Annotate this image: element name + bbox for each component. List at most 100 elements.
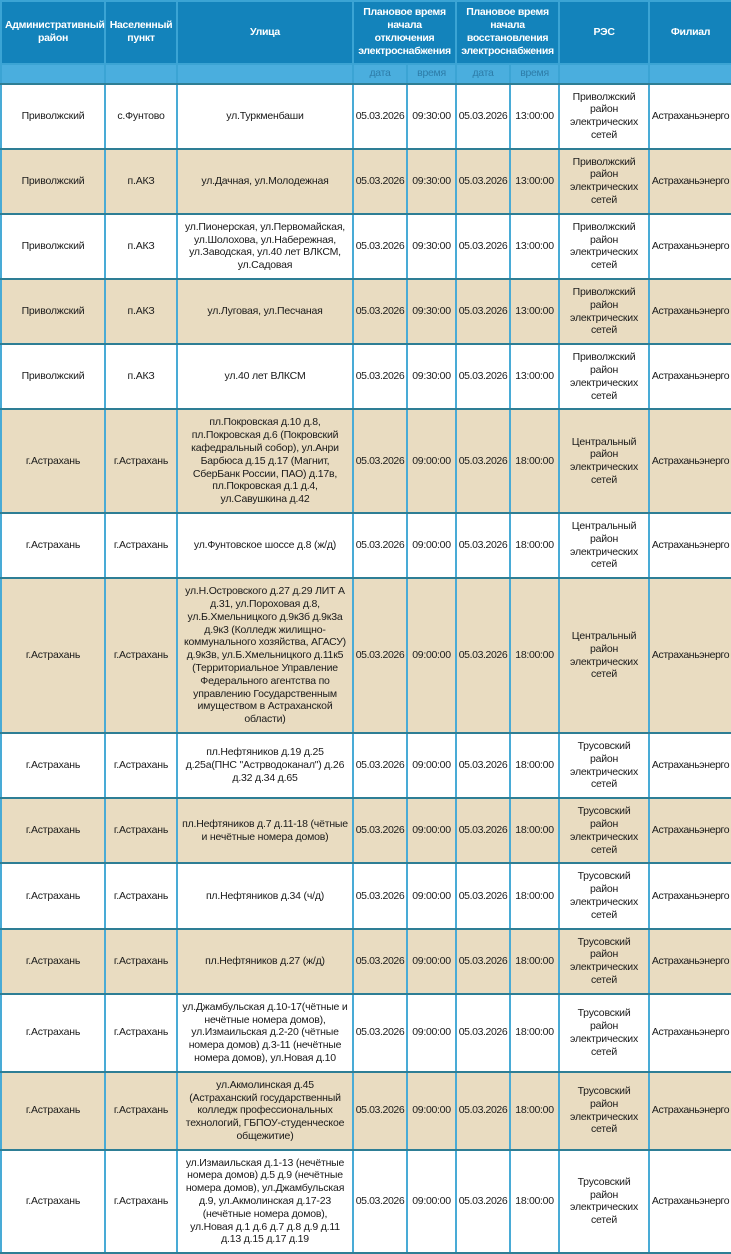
subheader-empty [104,63,178,85]
cell-off-time: 09:30:00 [405,278,458,346]
cell-settlement: с.Фунтово [104,82,178,150]
table-row: г.Астрахань г.Астрахань пл.Покровская д.10… [0,408,731,515]
cell-street: ул.Луговая, ул.Песчаная [176,278,354,346]
cell-res: Приволжский район электрических сетей [558,212,651,281]
table-row: г.Астрахань г.Астрахань пл.Нефтяников д.19… [0,731,731,800]
cell-res: Трусовский район электрических сетей [558,862,651,930]
table-row: Приволжский п.АКЗ ул.Пионерская, ул.Первом… [0,212,731,281]
subheader-on-time: время [509,63,561,85]
cell-district: г.Астрахань [0,797,106,865]
cell-street: ул.Туркменбаши [176,82,354,150]
cell-district: г.Астрахань [0,577,106,734]
subheader-empty [176,63,354,85]
cell-settlement: п.АКЗ [104,343,178,411]
cell-on-date: 05.03.2026 [455,512,512,580]
subheader-empty [648,63,731,85]
cell-branch: Астраханьэнерго [648,862,731,930]
cell-district: Приволжский [0,278,106,346]
cell-district: г.Астрахань [0,862,106,930]
cell-on-time: 18:00:00 [509,731,561,800]
subheader-empty [0,63,106,85]
cell-on-time: 13:00:00 [509,82,561,150]
cell-res: Приволжский район электрических сетей [558,278,651,346]
cell-street: ул.40 лет ВЛКСМ [176,343,354,411]
table-header: Административный район Населенный пункт … [0,0,731,85]
header-branch: Филиал [648,0,731,65]
cell-on-date: 05.03.2026 [455,147,512,215]
cell-off-date: 05.03.2026 [352,731,408,800]
cell-settlement: г.Астрахань [104,512,178,580]
cell-off-date: 05.03.2026 [352,212,408,281]
cell-off-time: 09:00:00 [405,512,458,580]
table-row: г.Астрахань г.Астрахань ул.Джамбульская д.… [0,992,731,1073]
table-row: г.Астрахань г.Астрахань пл.Нефтяников д.7 … [0,797,731,865]
table-row: Приволжский п.АКЗ ул.40 лет ВЛКСМ 05.03.202… [0,343,731,411]
cell-off-time: 09:30:00 [405,82,458,150]
cell-on-date: 05.03.2026 [455,1070,512,1151]
cell-res: Центральный район электрических сетей [558,512,651,580]
cell-on-date: 05.03.2026 [455,278,512,346]
cell-branch: Астраханьэнерго [648,1070,731,1151]
cell-settlement: п.АКЗ [104,147,178,215]
cell-on-time: 18:00:00 [509,927,561,995]
cell-on-time: 13:00:00 [509,147,561,215]
cell-on-date: 05.03.2026 [455,731,512,800]
cell-street: пл.Нефтяников д.7 д.11-18 (чётные и нечё… [176,797,354,865]
cell-branch: Астраханьэнерго [648,797,731,865]
cell-on-time: 18:00:00 [509,1070,561,1151]
table-row: Приволжский п.АКЗ ул.Луговая, ул.Песчаная 0… [0,278,731,346]
cell-res: Трусовский район электрических сетей [558,797,651,865]
cell-off-date: 05.03.2026 [352,278,408,346]
cell-on-date: 05.03.2026 [455,797,512,865]
cell-off-time: 09:30:00 [405,212,458,281]
cell-settlement: п.АКЗ [104,278,178,346]
cell-on-date: 05.03.2026 [455,862,512,930]
cell-on-time: 18:00:00 [509,408,561,515]
cell-on-date: 05.03.2026 [455,577,512,734]
cell-branch: Астраханьэнерго [648,731,731,800]
cell-res: Приволжский район электрических сетей [558,82,651,150]
cell-off-date: 05.03.2026 [352,797,408,865]
cell-branch: Астраханьэнерго [648,343,731,411]
cell-district: г.Астрахань [0,731,106,800]
table-row: г.Астрахань г.Астрахань ул.Н.Островского д… [0,577,731,734]
cell-settlement: г.Астрахань [104,1148,178,1254]
cell-off-date: 05.03.2026 [352,82,408,150]
cell-off-date: 05.03.2026 [352,927,408,995]
cell-branch: Астраханьэнерго [648,408,731,515]
header-admin-district: Административный район [0,0,106,65]
cell-on-time: 13:00:00 [509,278,561,346]
cell-res: Трусовский район электрических сетей [558,927,651,995]
cell-res: Приволжский район электрических сетей [558,147,651,215]
cell-on-date: 05.03.2026 [455,343,512,411]
cell-res: Приволжский район электрических сетей [558,343,651,411]
cell-district: г.Астрахань [0,1148,106,1254]
cell-settlement: г.Астрахань [104,797,178,865]
header-settlement: Населенный пункт [104,0,178,65]
cell-off-time: 09:00:00 [405,408,458,515]
cell-on-time: 13:00:00 [509,343,561,411]
cell-district: г.Астрахань [0,408,106,515]
cell-on-time: 18:00:00 [509,512,561,580]
cell-branch: Астраханьэнерго [648,278,731,346]
subheader-row: дата время дата время [0,63,731,85]
cell-street: пл.Нефтяников д.19 д.25 д.25а(ПНС "Астрв… [176,731,354,800]
cell-res: Трусовский район электрических сетей [558,992,651,1073]
cell-street: пл.Нефтяников д.34 (ч/д) [176,862,354,930]
cell-settlement: п.АКЗ [104,212,178,281]
cell-street: ул.Пионерская, ул.Первомайская, ул.Шолох… [176,212,354,281]
cell-settlement: г.Астрахань [104,927,178,995]
cell-district: Приволжский [0,82,106,150]
outage-table-body: Приволжский с.Фунтово ул.Туркменбаши 05.03.… [0,82,731,1254]
table-row: г.Астрахань г.Астрахань ул.Фунтовское шосс… [0,512,731,580]
cell-on-date: 05.03.2026 [455,992,512,1073]
table-row: г.Астрахань г.Астрахань ул.Акмолинская д.4… [0,1070,731,1151]
cell-settlement: г.Астрахань [104,577,178,734]
cell-district: Приволжский [0,212,106,281]
table-row: г.Астрахань г.Астрахань ул.Измаильская д.1… [0,1148,731,1254]
cell-off-time: 09:30:00 [405,343,458,411]
cell-off-time: 09:00:00 [405,927,458,995]
cell-branch: Астраханьэнерго [648,147,731,215]
cell-off-date: 05.03.2026 [352,147,408,215]
